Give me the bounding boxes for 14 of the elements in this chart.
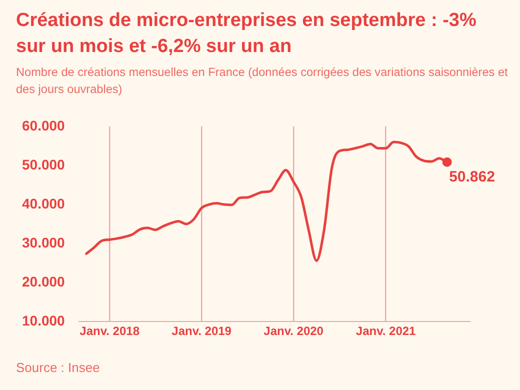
y-tick-label: 60.000 [22, 117, 66, 134]
y-tick-label: 20.000 [22, 273, 66, 290]
chart-title: Créations de micro-entreprises en septembre : -3% sur un mois et -6,2% sur un an [16, 9, 478, 59]
y-tick-label: 40.000 [22, 195, 66, 212]
y-tick-label: 30.000 [22, 234, 66, 250]
x-tick-label: Janv. 2018 [80, 324, 140, 338]
x-tick-label: Janv. 2020 [264, 324, 324, 338]
annotation: 50.862 [449, 168, 495, 186]
x-tick-label: Janv. 2021 [356, 324, 416, 338]
y-tick-label: 50.000 [22, 156, 66, 172]
source-note: Source : Insee [16, 360, 100, 375]
x-tick-label: Janv. 2019 [172, 324, 232, 338]
chart-subtitle: Nombre de créations mensuelles en France (données corrigées des variations saisonnières et des jours ouvrables) [16, 64, 509, 98]
y-tick-label: 10.000 [22, 312, 66, 328]
